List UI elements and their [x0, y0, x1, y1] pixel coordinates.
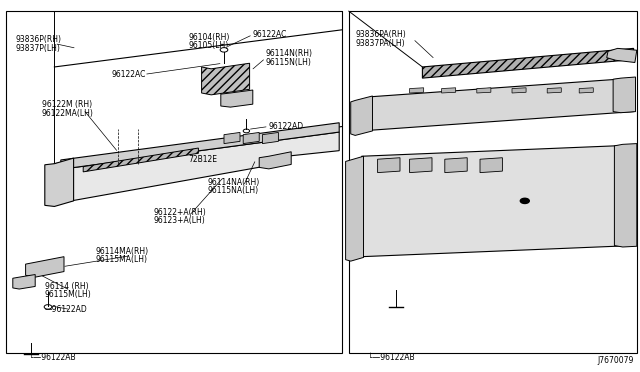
- Text: 96114MA(RH): 96114MA(RH): [96, 247, 149, 256]
- Polygon shape: [547, 88, 561, 93]
- Polygon shape: [378, 158, 400, 173]
- Text: 96122+A(RH): 96122+A(RH): [154, 208, 206, 217]
- Polygon shape: [221, 90, 253, 107]
- Polygon shape: [202, 63, 250, 95]
- Polygon shape: [346, 156, 364, 261]
- Text: 93836PA(RH): 93836PA(RH): [355, 30, 406, 39]
- Text: 96115NA(LH): 96115NA(LH): [208, 186, 259, 195]
- Text: 96115M(LH): 96115M(LH): [45, 291, 92, 299]
- Polygon shape: [45, 158, 74, 206]
- Text: 96114NA(RH): 96114NA(RH): [208, 178, 260, 187]
- Text: 96122MA(LH): 96122MA(LH): [42, 109, 93, 118]
- Text: 96115N(LH): 96115N(LH): [266, 58, 312, 67]
- Text: 96122AC: 96122AC: [112, 70, 147, 79]
- Polygon shape: [371, 78, 634, 130]
- Text: 93836P(RH): 93836P(RH): [16, 35, 62, 44]
- Polygon shape: [579, 88, 593, 93]
- Polygon shape: [480, 158, 502, 173]
- Text: └—96122AB: └—96122AB: [368, 353, 415, 362]
- Polygon shape: [83, 148, 198, 172]
- Text: 72B12E: 72B12E: [189, 155, 218, 164]
- Polygon shape: [262, 132, 278, 144]
- Polygon shape: [13, 275, 35, 289]
- Polygon shape: [613, 77, 636, 113]
- Text: 96115MA(LH): 96115MA(LH): [96, 255, 148, 264]
- Text: 96123+A(LH): 96123+A(LH): [154, 216, 205, 225]
- Text: 96114 (RH): 96114 (RH): [45, 282, 88, 291]
- Polygon shape: [243, 132, 259, 144]
- Text: 96122AD: 96122AD: [269, 122, 304, 131]
- Polygon shape: [362, 145, 634, 257]
- Text: 96104(RH): 96104(RH): [189, 33, 230, 42]
- Text: └—96122AB: └—96122AB: [29, 353, 76, 362]
- Circle shape: [520, 198, 529, 203]
- Polygon shape: [477, 88, 491, 93]
- Text: 96105(LH): 96105(LH): [189, 41, 229, 50]
- Polygon shape: [351, 96, 372, 135]
- Polygon shape: [61, 132, 339, 203]
- Polygon shape: [422, 48, 634, 78]
- Text: 96122AC: 96122AC: [253, 30, 287, 39]
- Text: 96122M (RH): 96122M (RH): [42, 100, 92, 109]
- Text: —96122AD: —96122AD: [45, 305, 88, 314]
- Polygon shape: [259, 152, 291, 169]
- Polygon shape: [614, 144, 637, 247]
- Text: 96114N(RH): 96114N(RH): [266, 49, 312, 58]
- Polygon shape: [61, 123, 339, 169]
- Polygon shape: [442, 88, 456, 93]
- Bar: [6, 11, 342, 353]
- Polygon shape: [410, 158, 432, 173]
- Bar: [349, 11, 637, 353]
- Text: 93837PA(LH): 93837PA(LH): [355, 39, 405, 48]
- Polygon shape: [512, 88, 526, 93]
- Polygon shape: [607, 48, 637, 62]
- Polygon shape: [224, 132, 240, 144]
- Polygon shape: [445, 158, 467, 173]
- Polygon shape: [410, 88, 424, 93]
- Text: J7670079: J7670079: [597, 356, 634, 365]
- Polygon shape: [26, 257, 64, 277]
- Text: 93837P(LH): 93837P(LH): [16, 44, 61, 53]
